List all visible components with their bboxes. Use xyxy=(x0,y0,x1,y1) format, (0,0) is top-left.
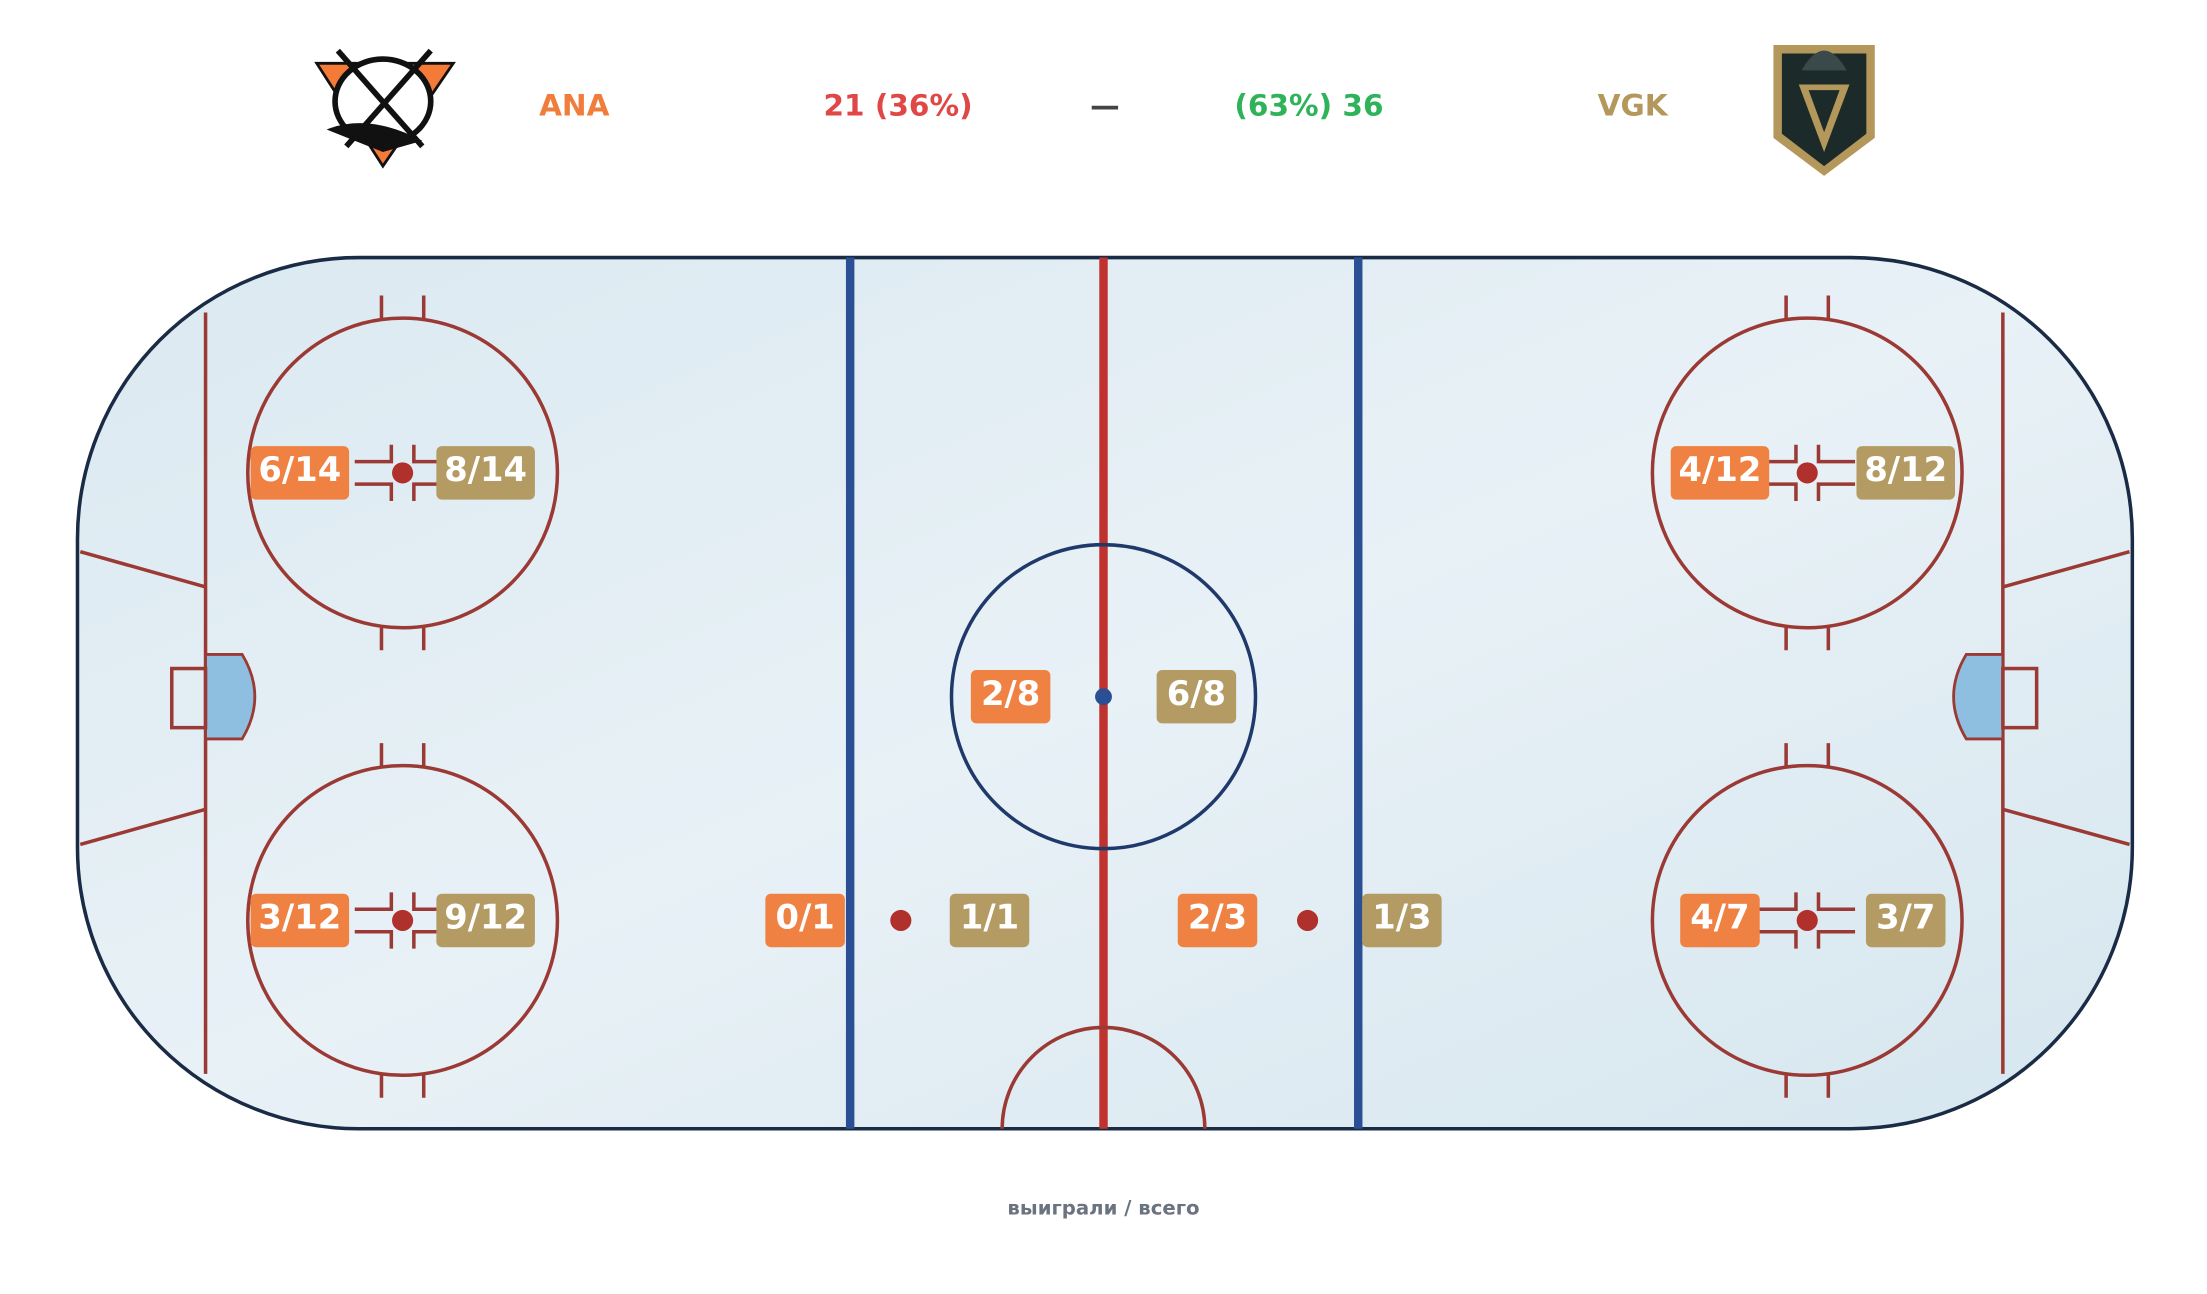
away-team: VGK xyxy=(1598,88,1669,122)
away-badge xyxy=(1865,893,1946,948)
away-score: (63%) 36 xyxy=(1234,88,1383,122)
home-faceoffs: 2/8 xyxy=(981,674,1040,713)
legend-note: выиграли / всего xyxy=(1007,1196,1199,1219)
away-badge xyxy=(436,893,535,948)
away-faceoffs: 1/1 xyxy=(960,898,1019,937)
home-badge xyxy=(250,893,350,948)
away-badge xyxy=(1362,893,1442,948)
away-faceoffs: 3/7 xyxy=(1876,898,1935,937)
home-faceoffs: 4/12 xyxy=(1679,450,1762,489)
home-badge xyxy=(1680,893,1760,948)
away-faceoffs: 1/3 xyxy=(1372,898,1431,937)
home-badge xyxy=(1670,446,1770,500)
home-faceoffs: 4/7 xyxy=(1690,898,1749,937)
away-logo xyxy=(1773,45,1875,176)
home-score: 21 (36%) xyxy=(823,88,972,122)
away-faceoffs: 9/12 xyxy=(444,898,527,937)
away-badge xyxy=(1156,669,1237,724)
away-badge xyxy=(1856,446,1956,500)
home-badge xyxy=(765,893,845,948)
separator: — xyxy=(1090,88,1120,122)
home-team: ANA xyxy=(539,88,610,122)
rink xyxy=(75,255,2135,1131)
home-faceoffs: 0/1 xyxy=(775,898,834,937)
away-faceoffs: 8/14 xyxy=(444,450,527,489)
home-faceoffs: 6/14 xyxy=(258,450,341,489)
away-badge xyxy=(949,893,1030,948)
home-faceoffs: 2/3 xyxy=(1188,898,1247,937)
home-badge xyxy=(970,669,1051,724)
home-faceoffs: 3/12 xyxy=(258,898,341,937)
away-faceoffs: 6/8 xyxy=(1167,674,1226,713)
away-badge xyxy=(436,446,535,500)
home-badge xyxy=(1177,893,1258,948)
home-badge xyxy=(250,446,350,500)
home-logo xyxy=(314,48,456,169)
away-faceoffs: 8/12 xyxy=(1864,450,1947,489)
